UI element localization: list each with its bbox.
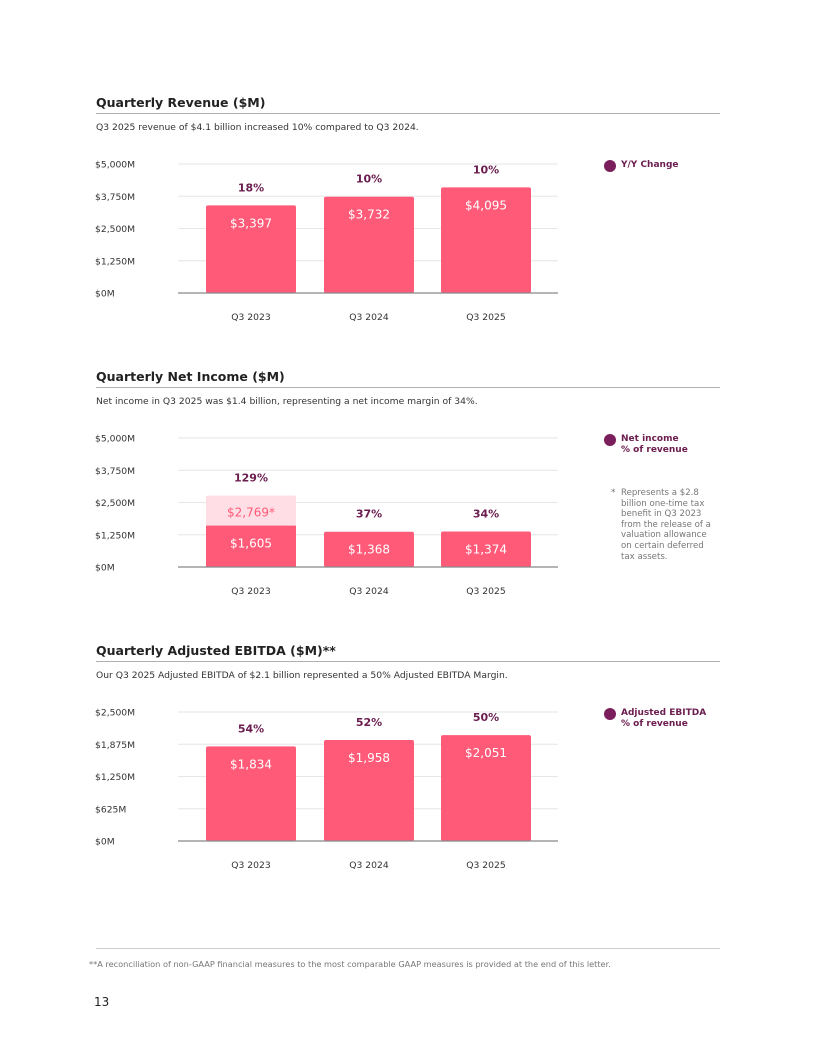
- pct-label: 34%: [473, 508, 499, 521]
- y-tick-label: $2,500M: [95, 224, 135, 235]
- x-tick-label: Q3 2023: [231, 312, 271, 323]
- ebitda-legend-label: Adjusted EBITDA % of revenue: [621, 708, 706, 730]
- net-income-bar-chart: $0M $1,250M $2,500M $3,750M $5,000M $2,769* $1…: [95, 434, 558, 597]
- net-income-legend-label: Net income % of revenue: [621, 434, 688, 456]
- bar: [324, 531, 414, 567]
- bar-value-label: $1,958: [348, 751, 390, 765]
- revenue-legend-label: Y/Y Change: [621, 160, 679, 170]
- bar-value-label: $1,605: [230, 537, 272, 551]
- x-tick-label: Q3 2025: [466, 586, 506, 597]
- ebitda-legend-line2: % of revenue: [621, 719, 688, 729]
- x-tick-label: Q3 2024: [349, 860, 389, 871]
- bar: [441, 735, 531, 841]
- legend-dot-icon: [604, 708, 616, 720]
- pct-label: 10%: [356, 173, 382, 186]
- revenue-bar-chart: $0M $1,250M $2,500M $3,750M $5,000M $3,397 18%…: [95, 160, 558, 323]
- x-tick-label: Q3 2025: [466, 860, 506, 871]
- y-tick-label: $1,250M: [95, 530, 135, 541]
- x-tick-label: Q3 2025: [466, 312, 506, 323]
- y-tick-label: $3,750M: [95, 192, 135, 203]
- y-tick-label: $1,875M: [95, 740, 135, 751]
- net-income-legend-line1: Net income: [621, 434, 679, 444]
- net-income-legend-line2: % of revenue: [621, 445, 688, 455]
- tax-benefit-note-asterisk: *: [611, 488, 616, 498]
- bar: [324, 196, 414, 293]
- net-income-section-title: Quarterly Net Income ($M): [96, 369, 720, 388]
- y-tick-label: $0M: [95, 563, 115, 574]
- net-income-section-subtitle: Net income in Q3 2025 was $1.4 billion, …: [96, 396, 478, 407]
- bar: [324, 739, 414, 841]
- y-tick-label: $1,250M: [95, 772, 135, 783]
- y-tick-label: $5,000M: [95, 434, 135, 445]
- revenue-section-subtitle: Q3 2025 revenue of $4.1 billion increase…: [96, 122, 419, 133]
- bar: [441, 531, 531, 567]
- bar-value-label: $3,732: [348, 208, 390, 222]
- ebitda-section-subtitle: Our Q3 2025 Adjusted EBITDA of $2.1 bill…: [96, 670, 508, 681]
- bar: [441, 187, 531, 293]
- x-tick-label: Q3 2023: [231, 586, 271, 597]
- bar-value-label: $2,051: [465, 746, 507, 760]
- bar-value-label: $4,095: [465, 198, 507, 212]
- pct-label: 50%: [473, 711, 499, 724]
- footer-divider: [96, 948, 720, 949]
- pct-label: 52%: [356, 716, 382, 729]
- y-tick-label: $0M: [95, 289, 115, 300]
- y-tick-label: $1,250M: [95, 256, 135, 267]
- x-tick-label: Q3 2024: [349, 312, 389, 323]
- bar: [206, 525, 296, 567]
- bar: [206, 746, 296, 841]
- y-tick-label: $5,000M: [95, 160, 135, 171]
- legend-dot-icon: [604, 434, 616, 446]
- pct-label: 18%: [238, 181, 264, 194]
- tax-benefit-note: Represents a $2.8 billion one-time tax b…: [621, 488, 711, 562]
- y-tick-label: $2,500M: [95, 498, 135, 509]
- y-tick-label: $625M: [95, 804, 126, 815]
- bar-value-label: $1,368: [348, 543, 390, 557]
- x-tick-label: Q3 2023: [231, 860, 271, 871]
- bar-value-label: $1,374: [465, 543, 507, 557]
- non-gaap-footnote: **A reconciliation of non-GAAP financial…: [89, 959, 611, 969]
- pct-label: 10%: [473, 163, 499, 176]
- legend-dot-icon: [604, 160, 616, 172]
- bar-value-label: $1,834: [230, 757, 272, 771]
- y-tick-label: $0M: [95, 837, 115, 848]
- page-number: 13: [94, 995, 110, 1009]
- y-tick-label: $3,750M: [95, 466, 135, 477]
- pct-label: 54%: [238, 722, 264, 735]
- bar-value-label: $3,397: [230, 216, 272, 230]
- ebitda-bar-chart: $0M $625M $1,250M $1,875M $2,500M $1,834 54% Q3…: [95, 708, 558, 871]
- ebitda-legend-line1: Adjusted EBITDA: [621, 708, 707, 718]
- ebitda-section-title: Quarterly Adjusted EBITDA ($M)**: [96, 643, 720, 662]
- pct-label: 129%: [234, 472, 268, 485]
- bar-stack-label: $2,769*: [227, 506, 275, 520]
- bar: [206, 205, 296, 293]
- pct-label: 37%: [356, 508, 382, 521]
- x-tick-label: Q3 2024: [349, 586, 389, 597]
- y-tick-label: $2,500M: [95, 708, 135, 719]
- revenue-section-title: Quarterly Revenue ($M): [96, 95, 720, 114]
- bar-one-time-benefit: [206, 495, 296, 526]
